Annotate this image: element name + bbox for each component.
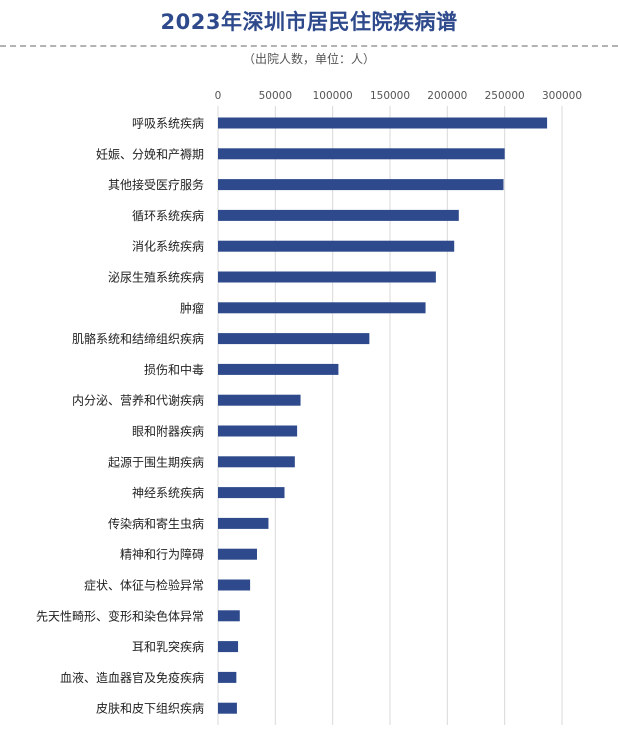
bars — [218, 117, 548, 714]
category-label: 呼吸系统疾病 — [132, 116, 204, 131]
category-label: 症状、体征与检验异常 — [84, 578, 204, 593]
x-tick-label: 300000 — [542, 90, 582, 102]
category-label: 消化系统疾病 — [132, 239, 204, 254]
bar — [218, 425, 298, 437]
x-tick-label: 0 — [215, 90, 222, 102]
category-label: 耳和乳突疾病 — [132, 639, 204, 654]
bar — [218, 179, 504, 191]
bar — [218, 610, 240, 622]
category-label: 肌骼系统和结缔组织疾病 — [72, 331, 204, 346]
category-label: 妊娠、分娩和产褥期 — [96, 146, 204, 161]
bar — [218, 302, 426, 314]
category-label: 先天性畸形、变形和染色体异常 — [36, 608, 204, 623]
bar — [218, 148, 505, 160]
x-tick-label: 100000 — [313, 90, 353, 102]
bar — [218, 240, 455, 252]
bar — [218, 209, 459, 221]
category-label: 肿瘤 — [180, 300, 204, 315]
x-tick-label: 150000 — [370, 90, 410, 102]
title-divider — [0, 45, 618, 47]
bar — [218, 702, 237, 714]
category-label: 皮肤和皮下组织疾病 — [96, 701, 204, 716]
x-tick-label: 50000 — [259, 90, 292, 102]
category-label: 眼和附器疾病 — [132, 424, 204, 439]
bar — [218, 671, 237, 683]
category-label: 内分泌、营养和代谢疾病 — [72, 393, 204, 408]
grid-lines — [217, 106, 563, 725]
bar — [218, 394, 301, 406]
category-label: 起源于围生期疾病 — [108, 454, 204, 469]
chart-title: 2023年深圳市居民住院疾病谱 — [160, 10, 458, 34]
category-label: 其他接受医疗服务 — [108, 177, 204, 192]
bar — [218, 548, 257, 560]
category-label: 损伤和中毒 — [144, 362, 204, 377]
bar — [218, 456, 295, 468]
chart-subtitle: （出院人数，单位：人） — [242, 52, 375, 66]
category-label: 神经系统疾病 — [132, 485, 204, 500]
category-label: 循环系统疾病 — [132, 208, 204, 223]
bar — [218, 117, 548, 129]
category-label: 精神和行为障碍 — [120, 547, 204, 562]
bar — [218, 271, 436, 283]
category-labels: 呼吸系统疾病妊娠、分娩和产褥期其他接受医疗服务循环系统疾病消化系统疾病泌尿生殖系… — [36, 116, 204, 716]
x-tick-label: 200000 — [427, 90, 467, 102]
bar — [218, 487, 285, 499]
bar — [218, 579, 251, 591]
x-tick-label: 250000 — [485, 90, 525, 102]
x-axis-ticks: 0 50000 100000 150000 200000 250000 300000 — [215, 90, 582, 102]
category-label: 传染病和寄生虫病 — [108, 516, 204, 531]
category-label: 泌尿生殖系统疾病 — [108, 270, 204, 285]
bar — [218, 641, 239, 653]
bar — [218, 333, 370, 345]
bar — [218, 363, 339, 375]
bar — [218, 517, 269, 529]
category-label: 血液、造血器官及免疫疾病 — [60, 670, 204, 685]
